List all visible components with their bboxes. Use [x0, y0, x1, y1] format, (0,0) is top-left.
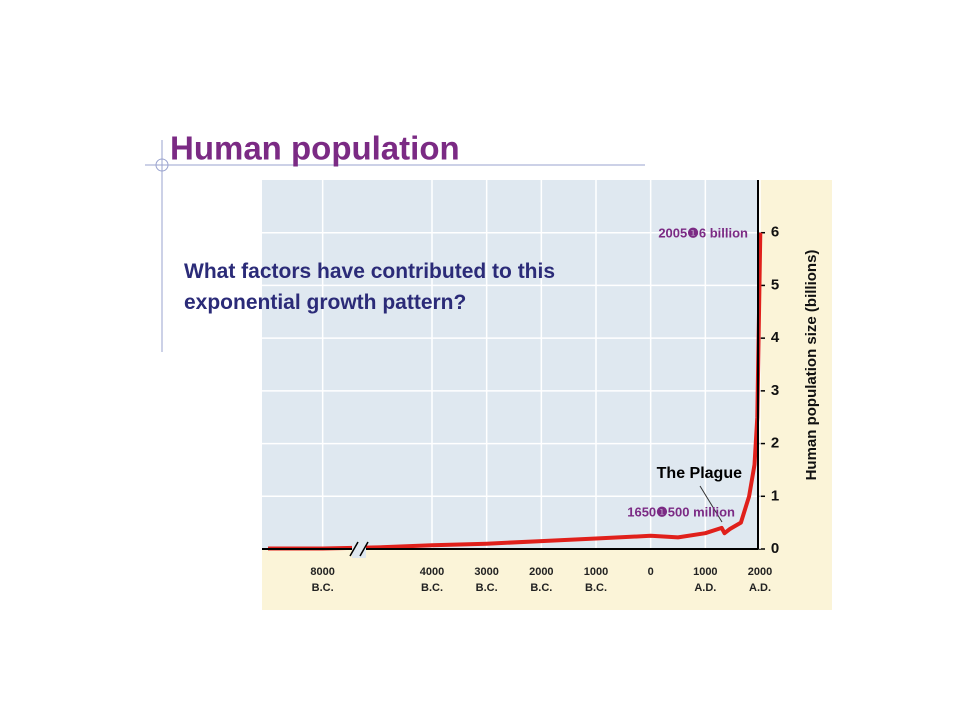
y-tick-label: 1 — [771, 487, 779, 504]
y-axis-label: Human population size (billions) — [803, 250, 820, 481]
plot-area — [262, 180, 758, 549]
question: What factors have contributed to this ex… — [184, 260, 556, 314]
x-tick-label: 1000 A.D. — [693, 566, 718, 594]
x-tick-label: 4000 B.C. — [419, 566, 445, 594]
population-line — [268, 232, 763, 551]
x-tick-label: 2000 A.D. — [747, 566, 773, 594]
x-tick-label: 0 — [647, 566, 654, 578]
y-tick-label: 0 — [771, 540, 779, 557]
y-tick-label: 2 — [771, 435, 779, 452]
annotation-pointer — [699, 485, 723, 523]
y-tick-label: 6 — [771, 224, 779, 241]
axis-break-gap — [352, 540, 366, 558]
annotation: The Plague — [657, 465, 742, 482]
slide-title: Human population — [170, 130, 460, 167]
axis-break — [359, 541, 369, 557]
x-tick-label: 8000 B.C. — [310, 566, 335, 594]
axis-break — [349, 541, 359, 557]
y-tick-label: 5 — [771, 276, 779, 293]
x-tick-label: 2000 B.C. — [529, 566, 554, 594]
annotation: 2005❶6 billion — [658, 225, 748, 240]
annotation: 1650❶500 million — [627, 504, 735, 519]
x-tick-label: 1000 B.C. — [583, 566, 609, 594]
decor-circle — [155, 158, 169, 172]
x-tick-label: 3000 B.C. — [474, 566, 499, 594]
y-tick-label: 4 — [771, 329, 780, 346]
y-tick-label: 3 — [771, 382, 779, 399]
